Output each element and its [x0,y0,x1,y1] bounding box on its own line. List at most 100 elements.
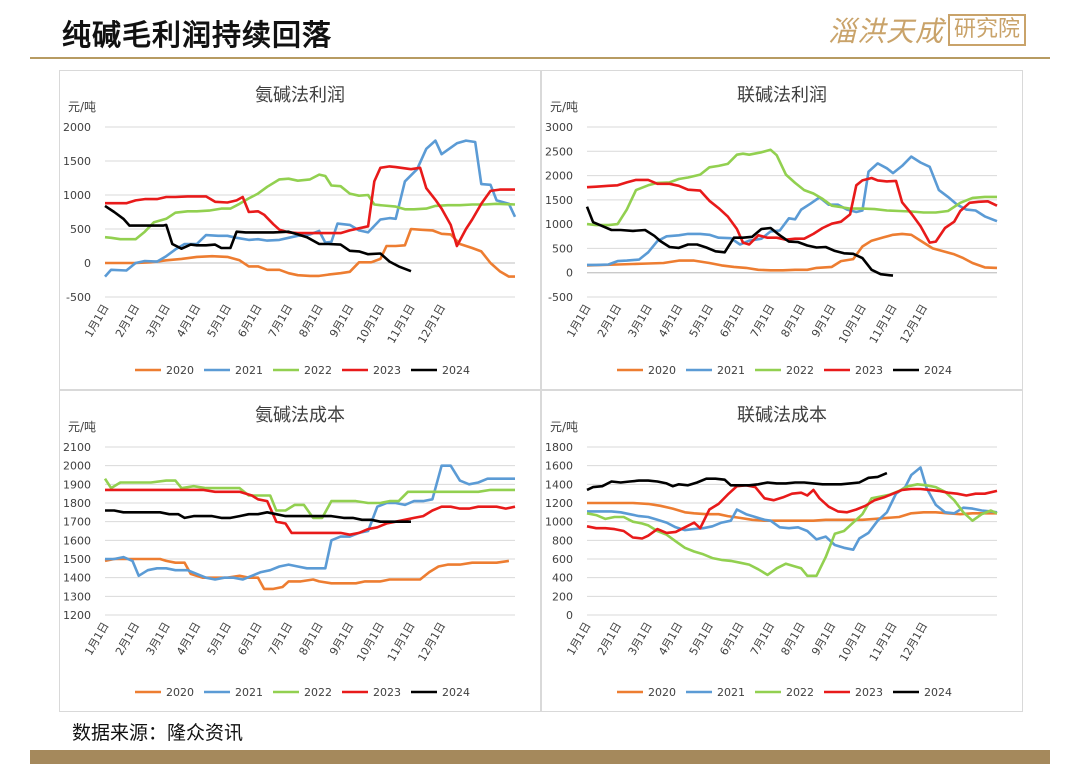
legend-label-2023: 2023 [855,364,883,377]
y-tick-label: 1000 [545,218,573,231]
x-tick-label-group: 4月1日 [174,620,203,658]
data-source-note: 数据来源：隆众资讯 [72,722,244,744]
x-tick-label: 4月1日 [174,302,203,340]
x-tick-label-group: 3月1日 [144,302,173,340]
x-tick-label: 1月1日 [564,302,593,340]
x-tick-label-group: 12月1日 [897,620,930,664]
legend-label-2020: 2020 [648,686,676,699]
x-tick-label: 10月1日 [354,620,387,664]
x-tick-label-group: 5月1日 [205,302,234,340]
y-tick-label: 400 [552,572,573,585]
x-tick-label-group: 4月1日 [174,302,203,340]
y-tick-label: 1800 [63,497,91,510]
series-line-2023 [105,488,516,536]
legend-label-2020: 2020 [648,364,676,377]
x-tick-label: 10月1日 [354,302,387,346]
y-tick-label: 1200 [63,609,91,622]
y-tick-label: 2000 [545,170,573,183]
x-tick-label-group: 6月1日 [235,620,264,658]
x-tick-label: 10月1日 [836,302,869,346]
x-tick-label-group: 3月1日 [144,620,173,658]
legend-label-2021: 2021 [235,686,263,699]
x-tick-label: 4月1日 [174,620,203,658]
x-tick-label: 3月1日 [626,620,655,658]
x-tick-label-group: 7月1日 [266,620,295,658]
x-tick-label: 3月1日 [144,302,173,340]
chart-title: 氨碱法利润 [255,85,345,106]
y-tick-label: 2000 [63,121,91,134]
logo-text: 淄洪天成 [828,15,945,48]
x-tick-label: 1月1日 [564,620,593,658]
x-tick-label: 4月1日 [656,620,685,658]
series-line-2024 [104,204,412,273]
legend-label-2024: 2024 [442,686,470,699]
y-tick-label: 1600 [63,534,91,547]
legend-label-2023: 2023 [373,686,401,699]
x-tick-label: 12月1日 [897,620,930,664]
x-tick-label-group: 1月1日 [564,620,593,658]
y-tick-label: 1500 [63,553,91,566]
legend-label-2022: 2022 [786,686,814,699]
x-tick-label: 8月1日 [779,302,808,340]
y-tick-label: 1200 [545,497,573,510]
x-tick-label: 12月1日 [897,302,930,346]
x-tick-label-group: 1月1日 [82,302,111,340]
x-tick-label-group: 8月1日 [297,620,326,658]
series-line-2020 [586,232,998,272]
x-tick-label-group: 6月1日 [235,302,264,340]
x-tick-label: 1月1日 [82,302,111,340]
x-tick-label: 2月1日 [113,302,142,340]
x-tick-label: 4月1日 [656,302,685,340]
x-tick-label-group: 3月1日 [626,620,655,658]
y-tick-label: 500 [70,223,91,236]
x-tick-label: 3月1日 [144,620,173,658]
x-tick-label: 9月1日 [327,620,356,658]
y-tick-label: 1800 [545,441,573,454]
x-tick-label-group: 10月1日 [836,620,869,664]
x-tick-label: 11月1日 [867,620,900,664]
x-tick-label: 1月1日 [82,620,111,658]
x-tick-label: 8月1日 [779,620,808,658]
x-tick-label-group: 9月1日 [327,302,356,340]
x-tick-label: 5月1日 [205,620,234,658]
x-tick-label-group: 2月1日 [113,302,142,340]
x-tick-label: 11月1日 [385,302,418,346]
x-tick-label-group: 7月1日 [748,620,777,658]
series-line-2020 [104,557,510,591]
x-tick-label-group: 3月1日 [626,302,655,340]
legend-label-2023: 2023 [373,364,401,377]
y-tick-label: 200 [552,590,573,603]
y-tick-label: 1300 [63,590,91,603]
x-tick-label-group: 2月1日 [595,620,624,658]
x-tick-label-group: 12月1日 [415,302,448,346]
y-tick-label: 1000 [63,189,91,202]
x-tick-label-group: 11月1日 [385,302,418,346]
y-tick-label: 1500 [63,155,91,168]
y-tick-label: -500 [66,291,91,304]
y-tick-label: 1400 [545,478,573,491]
legend-label-2020: 2020 [166,364,194,377]
x-tick-label-group: 2月1日 [595,302,624,340]
x-tick-label-group: 8月1日 [779,620,808,658]
x-tick-label: 7月1日 [266,302,295,340]
x-tick-label: 8月1日 [297,620,326,658]
series-line-2021 [104,139,517,278]
x-tick-label-group: 11月1日 [867,302,900,346]
y-tick-label: 0 [84,257,91,270]
x-tick-label: 3月1日 [626,302,655,340]
y-tick-label: 2000 [63,460,91,473]
series-line-2022 [103,477,515,520]
y-tick-label: 500 [552,242,573,255]
chart-panel-joint-cost: 联碱法成本 元/吨 0 200 400 600 800 1000 1200 1400 1600 180… [541,390,1023,712]
series-line-2022 [104,173,516,241]
legend-label-2020: 2020 [166,686,194,699]
x-tick-label: 2月1日 [113,620,142,658]
x-tick-label-group: 9月1日 [809,302,838,340]
x-tick-label: 12月1日 [415,620,448,664]
y-unit-label: 元/吨 [550,420,578,434]
x-tick-label: 9月1日 [809,620,838,658]
x-tick-label-group: 6月1日 [717,302,746,340]
x-tick-label-group: 5月1日 [687,620,716,658]
